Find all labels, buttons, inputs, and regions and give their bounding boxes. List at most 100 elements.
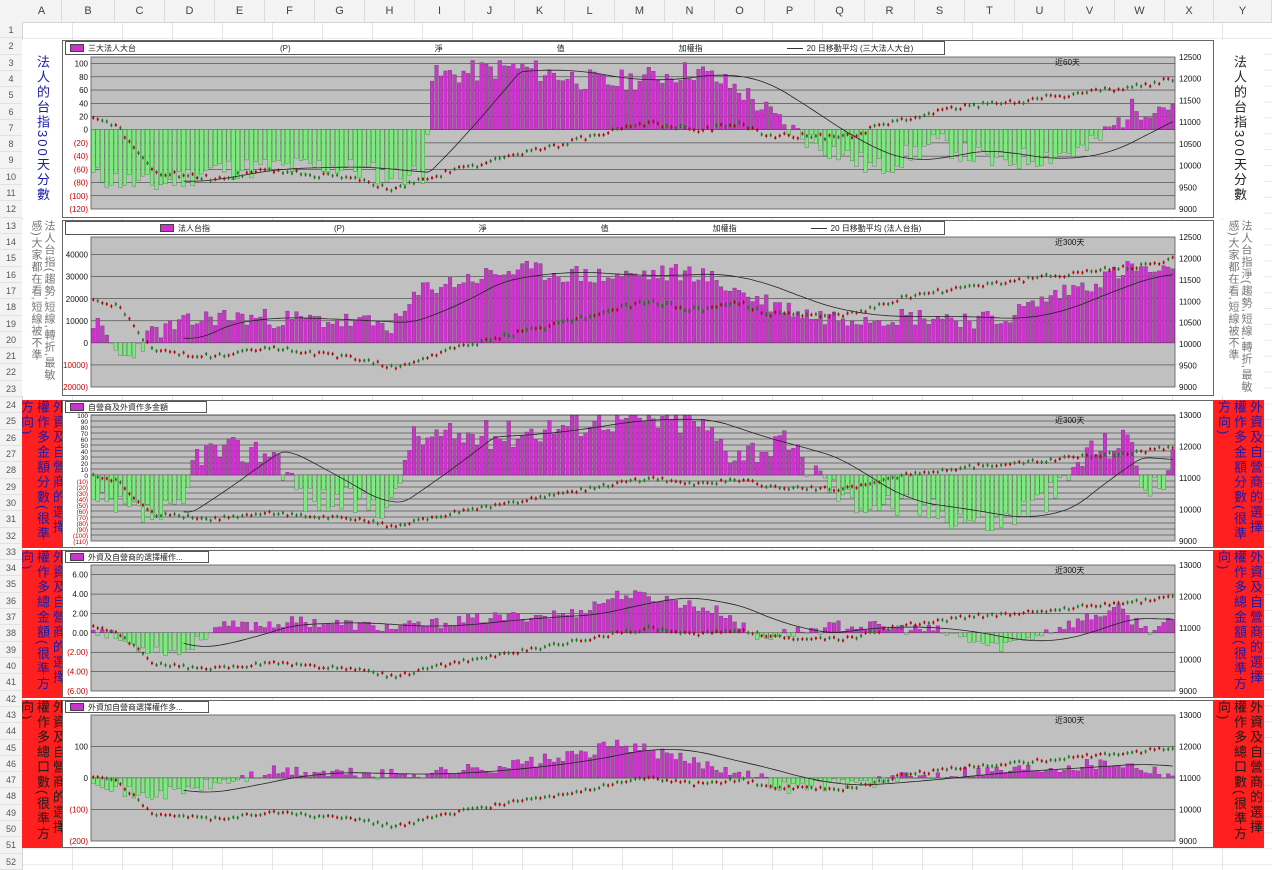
row-header[interactable]: 31 (0, 511, 22, 528)
column-header[interactable]: R (865, 0, 915, 22)
column-header[interactable]: H (365, 0, 415, 22)
row-header[interactable]: 29 (0, 479, 22, 495)
legend-5[interactable]: 外資加自營商選擇權作多... (65, 701, 209, 713)
row-header[interactable]: 24 (0, 397, 22, 414)
column-header[interactable]: V (1065, 0, 1115, 22)
row-header[interactable]: 4 (0, 71, 22, 88)
row-header[interactable]: 21 (0, 348, 22, 365)
column-header[interactable]: W (1115, 0, 1165, 22)
chart-panel-3[interactable]: 100 90 80 70 60 50 40 30 20 10 0 (10) (20) (30) (40) (5… (62, 400, 1214, 548)
legend-1[interactable]: 三大法人大台 (P) 淨 值 加權指 20 日移動平均 (三大法人大台) (65, 41, 945, 55)
row-header[interactable]: 35 (0, 576, 22, 593)
row-header[interactable]: 6 (0, 104, 22, 120)
left-label-chart4[interactable]: 外資及自營商的選擇權作多總金額(很準方向) (22, 550, 62, 698)
row-header[interactable]: 22 (0, 364, 22, 381)
column-header[interactable]: M (615, 0, 665, 22)
price-candle-body (973, 284, 976, 287)
right-label-chart5[interactable]: 外資及自營商的選擇權作多總口數(很準方向) (1214, 700, 1264, 848)
chart-panel-1[interactable]: 100 80 60 40 20 0 (20) (40) (60) (80) (100) (120) 12… (62, 40, 1214, 218)
row-header[interactable]: 9 (0, 152, 22, 169)
row-header[interactable]: 41 (0, 674, 22, 691)
right-label-chart4[interactable]: 外資及自營商的選擇權作多總金額(很準方向) (1214, 550, 1264, 698)
left-label-chart5[interactable]: 外資及自營商的選擇權作多總口數(很準方向) (22, 700, 62, 848)
column-header[interactable]: N (665, 0, 715, 22)
row-header[interactable]: 40 (0, 658, 22, 675)
column-header[interactable]: L (565, 0, 615, 22)
row-header[interactable]: 45 (0, 740, 22, 756)
row-header[interactable]: 10 (0, 169, 22, 186)
row-header[interactable]: 37 (0, 609, 22, 626)
row-header[interactable]: 1 (0, 22, 22, 39)
column-header[interactable]: G (315, 0, 365, 22)
row-header[interactable]: 34 (0, 560, 22, 577)
column-header[interactable]: T (965, 0, 1015, 22)
column-header[interactable]: K (515, 0, 565, 22)
row-header[interactable]: 19 (0, 316, 22, 332)
column-header[interactable]: A (22, 0, 62, 22)
column-header[interactable]: I (415, 0, 465, 22)
chart-panel-5[interactable]: 100 0 (100) (200) 13000 12000 11000 10000 9000 近3… (62, 700, 1214, 848)
row-header[interactable]: 25 (0, 413, 22, 430)
legend-2[interactable]: 法人台指 (P) 淨 值 加權指 20 日移動平均 (法人台指) (65, 221, 945, 235)
bar-positive (642, 592, 647, 633)
row-header[interactable]: 17 (0, 283, 22, 300)
row-header[interactable]: 47 (0, 772, 22, 789)
row-header[interactable]: 23 (0, 381, 22, 398)
column-header[interactable]: B (62, 0, 115, 22)
column-header[interactable]: U (1015, 0, 1065, 22)
row-header[interactable]: 16 (0, 267, 22, 283)
row-header[interactable]: 52 (0, 854, 22, 870)
row-header[interactable]: 30 (0, 495, 22, 512)
price-candle-body (656, 122, 659, 125)
right-label-chart2[interactable]: 法人台指淨(趨勢,短線,轉折,最敏感)大家都在看,短線被不準 (1214, 220, 1264, 396)
row-header[interactable]: 49 (0, 805, 22, 822)
column-header[interactable]: S (915, 0, 965, 22)
row-header[interactable]: 38 (0, 625, 22, 642)
row-header[interactable]: 26 (0, 430, 22, 446)
column-header[interactable]: X (1165, 0, 1214, 22)
column-header[interactable]: C (115, 0, 165, 22)
row-header[interactable]: 20 (0, 332, 22, 349)
row-header[interactable]: 18 (0, 299, 22, 316)
row-header[interactable]: 8 (0, 136, 22, 153)
right-label-chart3[interactable]: 外資及自營商的選擇權作多金額分數(很準方向) (1214, 400, 1264, 548)
row-header[interactable]: 5 (0, 87, 22, 104)
chart-panel-2[interactable]: 40000 30000 20000 10000 0 (10000) (20000) 12500… (60, 220, 1214, 396)
row-header[interactable]: 44 (0, 723, 22, 740)
row-header[interactable]: 3 (0, 55, 22, 71)
legend-3[interactable]: 自營商及外資作多金額 (65, 401, 207, 413)
row-header[interactable]: 39 (0, 642, 22, 658)
left-label-chart2[interactable]: 法人台指(趨勢,短線,轉折,最敏感)大家都在看,短線被不準 (22, 220, 62, 396)
legend-4[interactable]: 外資及自營商的選擇權作... (65, 551, 209, 563)
row-header[interactable]: 50 (0, 821, 22, 838)
right-label-chart1[interactable]: 法人的台指300天分數 (1214, 40, 1264, 218)
row-header[interactable]: 36 (0, 593, 22, 610)
column-header[interactable]: Q (815, 0, 865, 22)
column-header[interactable]: P (765, 0, 815, 22)
row-header[interactable]: 7 (0, 120, 22, 137)
row-header[interactable]: 28 (0, 462, 22, 479)
left-label-chart3[interactable]: 外資及自營商的選擇權作多金額分數(很準方向) (22, 400, 62, 548)
row-header[interactable]: 43 (0, 707, 22, 724)
column-header[interactable]: F (265, 0, 315, 22)
column-header[interactable]: Y (1214, 0, 1272, 22)
row-header[interactable]: 14 (0, 234, 22, 251)
row-header[interactable]: 2 (0, 38, 22, 55)
row-header[interactable]: 48 (0, 788, 22, 805)
row-header[interactable]: 12 (0, 201, 22, 218)
row-header[interactable]: 13 (0, 218, 22, 234)
row-header[interactable]: 15 (0, 250, 22, 267)
chart-panel-4[interactable]: 6.00 4.00 2.00 0.00 (2.00) (4.00) (6.00) 13000 1… (62, 550, 1214, 698)
row-header[interactable]: 46 (0, 756, 22, 773)
row-header[interactable]: 42 (0, 691, 22, 707)
row-header[interactable]: 27 (0, 446, 22, 463)
column-header[interactable]: E (215, 0, 265, 22)
row-header[interactable]: 32 (0, 528, 22, 544)
column-header[interactable]: O (715, 0, 765, 22)
row-header[interactable]: 51 (0, 837, 22, 854)
left-label-chart1[interactable]: 法人的台指300天分數 (22, 40, 62, 218)
column-header[interactable]: D (165, 0, 215, 22)
column-header[interactable]: J (465, 0, 515, 22)
row-header[interactable]: 11 (0, 185, 22, 202)
row-header[interactable]: 33 (0, 544, 22, 561)
